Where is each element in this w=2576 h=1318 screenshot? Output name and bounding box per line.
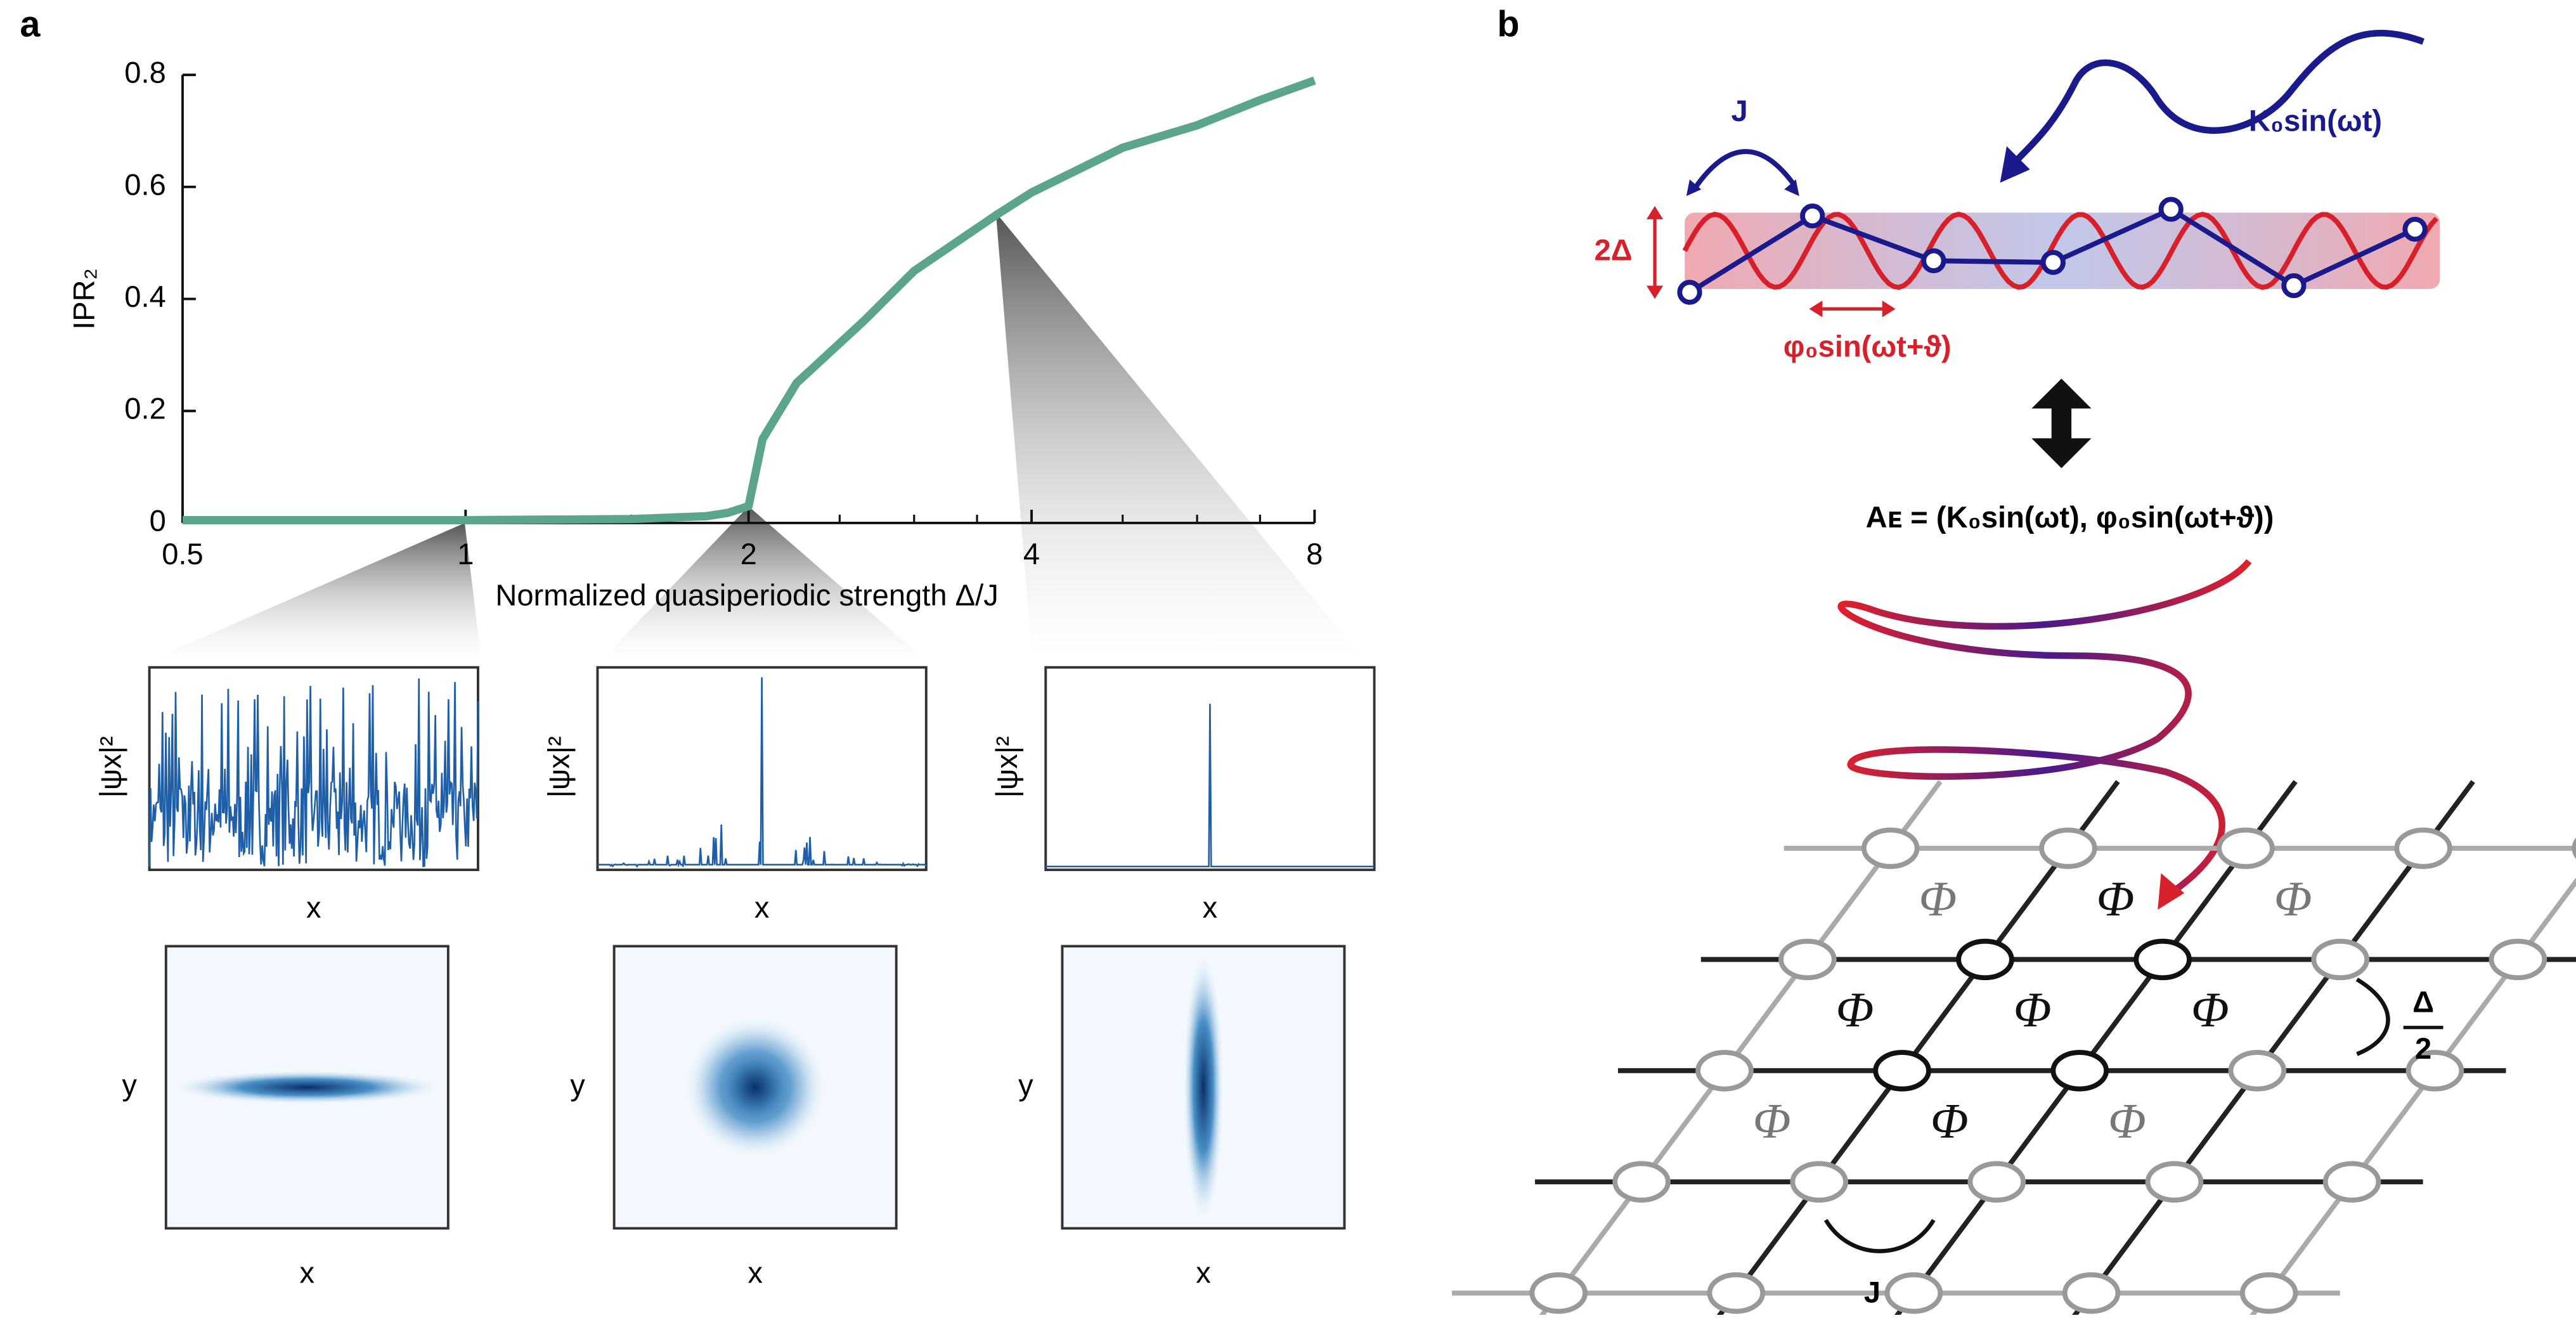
drive-wave: [2009, 30, 2424, 169]
flux-label: Φ: [1753, 1094, 1791, 1149]
lattice-site: [2062, 1272, 2121, 1314]
lattice-site: [1529, 1272, 1588, 1314]
main-axes: 0.5 1 2 4 8 0 0.2 0.4 0.6 0.8: [124, 56, 1323, 571]
map-y-label: y: [570, 1068, 585, 1101]
y-tick-label: 0: [150, 503, 166, 537]
lattice-site: [1861, 827, 1920, 869]
x-tick-label: 8: [1306, 537, 1323, 571]
lattice-site: [2405, 1050, 2464, 1092]
chain-diagram: J K₀sin(ωt) 2Δ φ₀sin(ωt+ϑ) Aᴇ = (K₀sin(ω…: [1595, 30, 2440, 910]
lattice-site: [2133, 938, 2192, 981]
insets: |ψx|² x y x |ψx|² x y x |ψx|² x y x: [93, 666, 1376, 1289]
y-tick-label: 0.4: [124, 280, 165, 313]
inset-x-label: x: [306, 890, 321, 924]
fraction-denominator: 2: [2415, 1031, 2431, 1065]
lattice-diagram: Φ Φ Φ Φ Φ Φ Φ Φ Φ: [1452, 780, 2576, 1318]
density-blob: [1183, 954, 1224, 1220]
x-tick-label: 4: [1023, 537, 1040, 571]
panel-label: b: [1497, 4, 1519, 44]
map-x-label: x: [300, 1255, 315, 1289]
hop-arrow: [1823, 1218, 1936, 1253]
drive-label: K₀sin(ωt): [2249, 103, 2382, 137]
arrow-head: [1686, 179, 1799, 197]
inset-x-label: x: [754, 890, 770, 924]
flux-label: Φ: [1836, 982, 1874, 1037]
lattice-site: [1707, 1272, 1766, 1314]
flux-label: Φ: [2191, 982, 2229, 1037]
lattice-site: [1778, 938, 1837, 981]
zoom-cone: [149, 522, 482, 661]
zoom-cone: [995, 212, 1364, 661]
lattice-site: [2311, 938, 2370, 981]
inset-trace: [1045, 704, 1375, 868]
lattice-site: [2239, 1272, 2298, 1314]
map-y-label: y: [122, 1068, 137, 1101]
flux-label: Φ: [2097, 871, 2135, 926]
inset-y-label: |ψx|²: [990, 736, 1023, 798]
inset-trace: [148, 678, 479, 867]
density-blob: [174, 1070, 440, 1104]
lattice-site: [2217, 827, 2275, 869]
fraction-numerator: Δ: [2412, 985, 2434, 1019]
field-trajectory: [1837, 559, 2252, 900]
lattice-site: [2039, 827, 2097, 869]
y-tick-label: 0.2: [124, 392, 165, 425]
ipr-curve: [182, 76, 1316, 525]
flux-label: Φ: [2108, 1094, 2146, 1149]
flux-label: Φ: [2274, 871, 2312, 926]
lattice-site: [2489, 938, 2547, 981]
inset-x-label: x: [1203, 890, 1218, 924]
lattice-site: [1884, 1272, 1943, 1314]
y-tick-label: 0.8: [124, 56, 165, 89]
inset-y-label: |ψx|²: [93, 736, 127, 798]
x-tick-label: 2: [741, 537, 757, 571]
inset-trace: [597, 677, 927, 868]
lattice-site: [1612, 1161, 1671, 1203]
hop-arrow: [2355, 978, 2390, 1056]
y-axis-label: IPR₂: [67, 268, 101, 330]
potential-wave: [1682, 211, 2439, 290]
lattice-site: [1873, 1050, 1931, 1092]
lattice-site: [2145, 1161, 2204, 1203]
lattice-site: [1956, 938, 2014, 981]
lattice-site: [2050, 1050, 2109, 1092]
lattice-site: [2572, 837, 2576, 859]
map-y-label: y: [1018, 1068, 1033, 1101]
flux-label: Φ: [1931, 1094, 1969, 1149]
x-tick-label: 1: [457, 537, 474, 571]
x-axis-label: Normalized quasiperiodic strength Δ/J: [495, 578, 998, 612]
map-x-label: x: [748, 1255, 763, 1289]
arrow-head: [2158, 873, 2185, 910]
phase-label: φ₀sin(ωt+ϑ): [1783, 330, 1951, 363]
map-x-label: x: [1196, 1255, 1211, 1289]
flux-label: Φ: [1919, 871, 1957, 926]
hop-arrow: [1691, 149, 1795, 193]
lattice-site: [1967, 1161, 2026, 1203]
hop-label: J: [1864, 1276, 1880, 1309]
equivalence-arrow: [2031, 378, 2092, 468]
amplitude-label: 2Δ: [1595, 233, 1633, 267]
flux-label: Φ: [2014, 982, 2052, 1037]
lattice-site: [2228, 1050, 2287, 1092]
lattice-site: [1790, 1161, 1849, 1203]
lattice-site: [2394, 827, 2452, 869]
y-tick-label: 0.6: [124, 167, 165, 201]
panel-label: a: [20, 4, 41, 44]
lattice-site: [1695, 1050, 1754, 1092]
potential-tube: [1685, 212, 2440, 289]
arrow-head: [2000, 146, 2030, 183]
inset-y-label: |ψx|²: [541, 736, 575, 798]
x-tick-label: 0.5: [162, 537, 204, 571]
hop-label: J: [1731, 94, 1747, 127]
zoom-cone: [600, 506, 926, 661]
field-label: Aᴇ = (K₀sin(ωt), φ₀sin(ωt+ϑ)): [1866, 500, 2274, 534]
lattice-site: [2322, 1161, 2381, 1203]
